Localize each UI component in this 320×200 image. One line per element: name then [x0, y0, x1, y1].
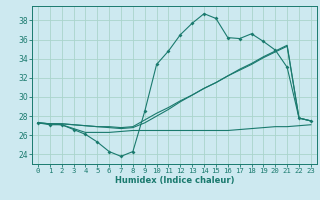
X-axis label: Humidex (Indice chaleur): Humidex (Indice chaleur) — [115, 176, 234, 185]
